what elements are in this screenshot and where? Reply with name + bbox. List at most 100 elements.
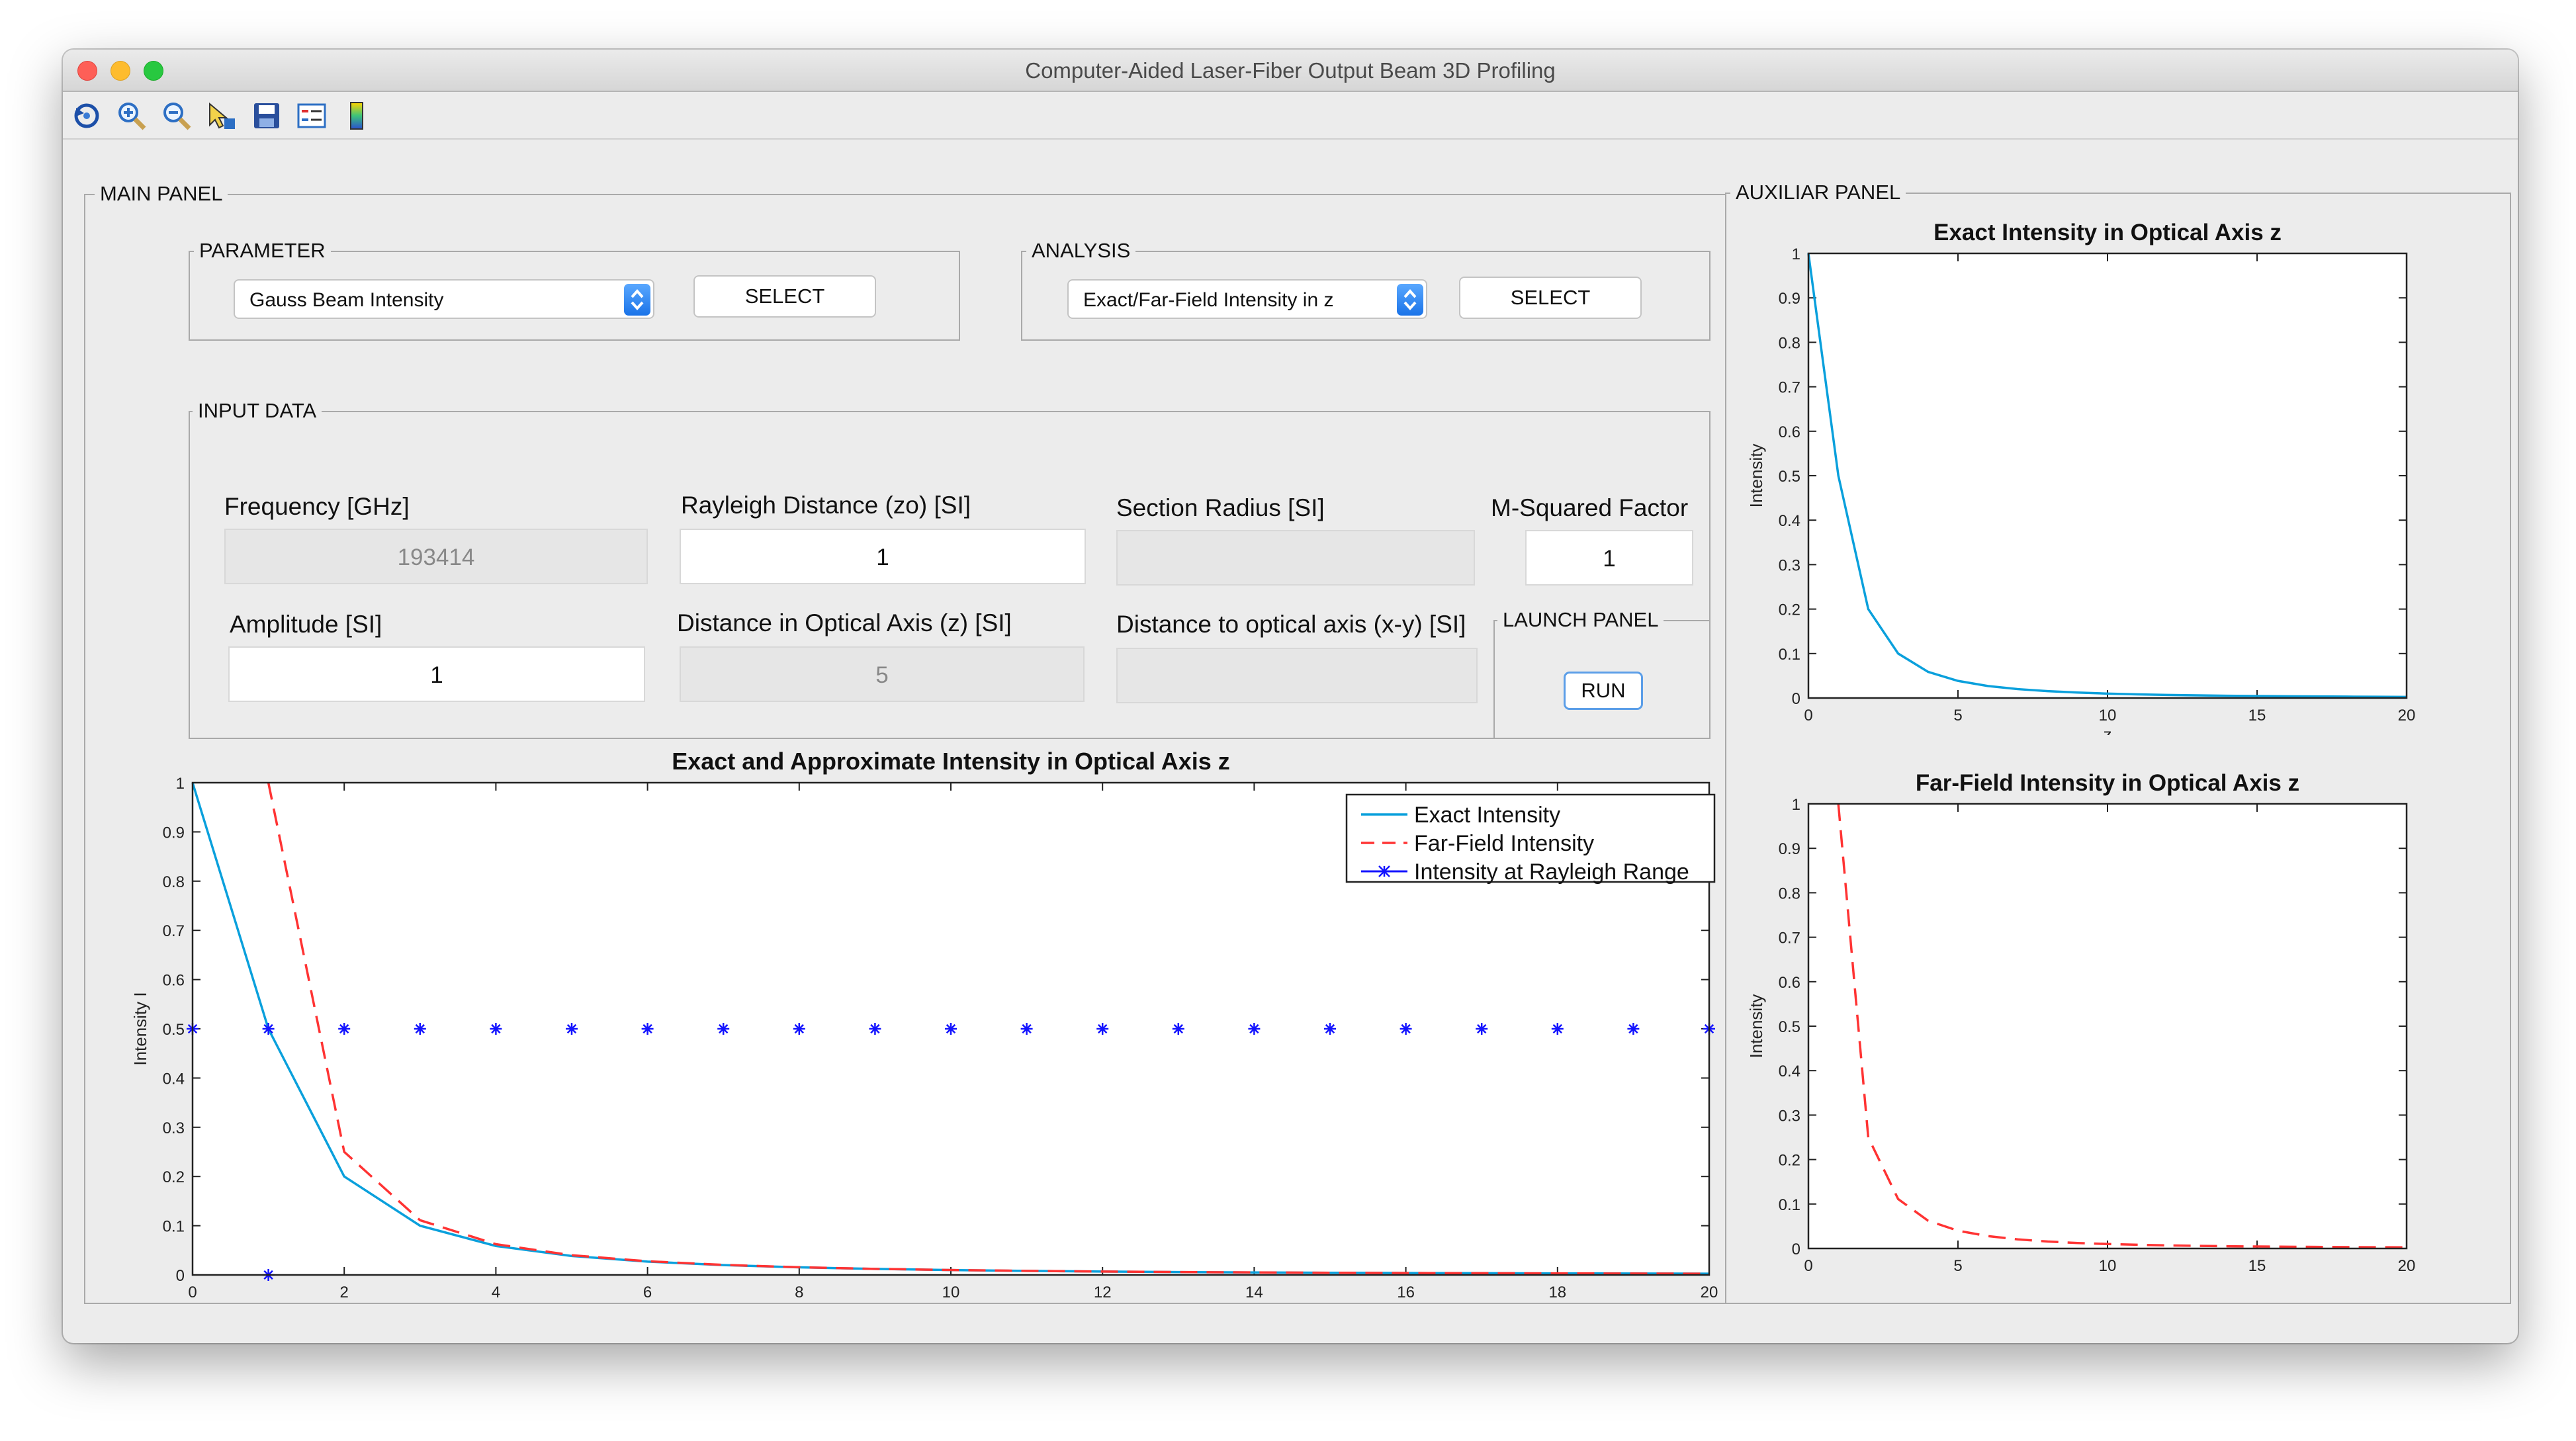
distance-xy-field[interactable] (1116, 648, 1478, 703)
y-axis-label: Intensity (1746, 994, 1766, 1059)
x-tick-label: 5 (1953, 1257, 1962, 1275)
analysis-dropdown[interactable]: Exact/Far-Field Intensity in z (1067, 279, 1427, 319)
y-tick-label: 1 (176, 775, 185, 793)
y-axis-label: Intensity I (130, 992, 150, 1065)
x-tick-label: 20 (1701, 1284, 1718, 1300)
rayleigh-distance-field[interactable]: 1 (680, 529, 1086, 584)
y-tick-label: 0.8 (1779, 334, 1800, 352)
auxiliar-panel: AUXILIAR PANEL Exact Intensity in Optica… (1725, 181, 2511, 1304)
chart-title: Exact and Approximate Intensity in Optic… (672, 751, 1230, 775)
y-tick-label: 1 (1792, 245, 1800, 263)
y-tick-label: 0.9 (1779, 840, 1800, 858)
x-tick-label: 2 (340, 1284, 349, 1300)
x-tick-label: 12 (1094, 1284, 1112, 1300)
y-tick-label: 0.3 (1779, 1107, 1800, 1125)
frequency-field[interactable]: 193414 (224, 529, 648, 584)
analysis-dropdown-value: Exact/Far-Field Intensity in z (1083, 289, 1334, 311)
close-window-button[interactable] (77, 61, 97, 81)
x-axis-label: z (2104, 1275, 2112, 1279)
rayleigh-marker (338, 1023, 351, 1035)
y-tick-label: 0.9 (1779, 290, 1800, 308)
parameter-dropdown-value: Gauss Beam Intensity (249, 289, 444, 311)
y-tick-label: 0.6 (1779, 974, 1800, 992)
rayleigh-marker (1399, 1023, 1412, 1035)
main-panel: MAIN PANEL PARAMETER Gauss Beam Intensit… (84, 182, 1726, 1304)
rayleigh-marker (793, 1023, 805, 1035)
rayleigh-marker (414, 1023, 426, 1035)
x-tick-label: 20 (2398, 707, 2416, 724)
x-axis-label: z (2104, 724, 2112, 735)
parameter-dropdown[interactable]: Gauss Beam Intensity (234, 279, 654, 319)
y-tick-label: 0.7 (1779, 379, 1800, 397)
app-window: Computer-Aided Laser-Fiber Output Beam 3… (63, 50, 2518, 1343)
y-tick-label: 0.1 (1779, 1196, 1800, 1214)
run-button[interactable]: RUN (1564, 672, 1643, 710)
x-tick-label: 0 (1804, 1257, 1812, 1275)
y-tick-label: 0 (1792, 690, 1800, 708)
analysis-panel: ANALYSIS Exact/Far-Field Intensity in z … (1021, 239, 1710, 341)
m-squared-label: M-Squared Factor (1491, 494, 1689, 521)
y-tick-label: 0.1 (163, 1218, 185, 1236)
main-panel-label: MAIN PANEL (95, 182, 228, 206)
rayleigh-marker (1551, 1023, 1564, 1035)
intensity-line (1837, 803, 2407, 1249)
x-tick-label: 18 (1548, 1284, 1566, 1300)
data-cursor-icon[interactable] (204, 99, 239, 133)
save-icon[interactable] (249, 99, 284, 133)
rotate-3d-icon[interactable] (69, 99, 104, 133)
insert-legend-icon[interactable] (294, 99, 329, 133)
x-tick-label: 0 (188, 1284, 197, 1300)
amplitude-label: Amplitude [SI] (230, 611, 382, 638)
y-tick-label: 0 (1792, 1241, 1800, 1258)
series-layer (1837, 803, 2407, 1249)
x-tick-label: 4 (492, 1284, 500, 1300)
main-intensity-chart[interactable]: Exact and Approximate Intensity in Optic… (103, 751, 1724, 1300)
y-tick-label: 0.2 (163, 1168, 185, 1186)
y-tick-label: 0.4 (1779, 512, 1800, 530)
zoom-in-icon[interactable] (114, 99, 149, 133)
dropdown-arrows-icon (1397, 284, 1423, 316)
rayleigh-marker (945, 1023, 957, 1035)
y-tick-label: 0.8 (1779, 885, 1800, 902)
m-squared-field[interactable]: 1 (1525, 530, 1693, 586)
y-tick-label: 0.7 (1779, 930, 1800, 947)
x-tick-label: 10 (2099, 1257, 2117, 1275)
amplitude-field[interactable]: 1 (228, 646, 645, 702)
series-layer (1807, 253, 2407, 699)
insert-colorbar-icon[interactable] (339, 99, 374, 133)
rayleigh-marker (1476, 1023, 1488, 1035)
chart-legend: Exact Intensity Far-Field Intensity Intens… (1345, 793, 1716, 885)
legend-box (1345, 793, 1716, 883)
y-tick-label: 0.6 (1779, 423, 1800, 441)
rayleigh-marker (717, 1023, 730, 1035)
far-field-intensity-line (267, 782, 1710, 1275)
legend-label: Exact Intensity (1414, 803, 1560, 828)
section-radius-field[interactable] (1116, 530, 1475, 586)
intensity-line (1807, 253, 2407, 699)
x-tick-label: 5 (1953, 707, 1962, 724)
figure-toolbar (63, 92, 2518, 140)
rayleigh-marker (1627, 1023, 1640, 1035)
y-tick-label: 0.1 (1779, 646, 1800, 664)
rayleigh-marker (1172, 1023, 1184, 1035)
plot-area (1808, 804, 2407, 1248)
series-layer (187, 782, 1715, 1281)
y-tick-label: 0.3 (163, 1119, 185, 1137)
analysis-select-button[interactable]: SELECT (1459, 277, 1642, 319)
zoom-out-icon[interactable] (159, 99, 194, 133)
auxiliar-panel-label: AUXILIAR PANEL (1730, 181, 1906, 204)
y-tick-label: 0.4 (1779, 1063, 1800, 1080)
distance-z-field[interactable]: 5 (680, 646, 1085, 702)
y-tick-label: 0.5 (1779, 1018, 1800, 1036)
zoom-window-button[interactable] (144, 61, 163, 81)
minimize-window-button[interactable] (111, 61, 130, 81)
x-tick-label: 16 (1397, 1284, 1415, 1300)
y-tick-label: 0.2 (1779, 601, 1800, 619)
parameter-select-button[interactable]: SELECT (693, 275, 876, 318)
title-bar: Computer-Aided Laser-Fiber Output Beam 3… (63, 50, 2518, 92)
far-field-intensity-chart[interactable]: Far-Field Intensity in Optical Axis z 0 5 1… (1740, 750, 2501, 1279)
x-tick-label: 15 (2248, 1257, 2266, 1275)
exact-intensity-chart[interactable]: Exact Intensity in Optical Axis z0 5 10 15 2… (1740, 206, 2501, 735)
rayleigh-marker (566, 1023, 578, 1035)
y-tick-label: 0.5 (1779, 468, 1800, 486)
